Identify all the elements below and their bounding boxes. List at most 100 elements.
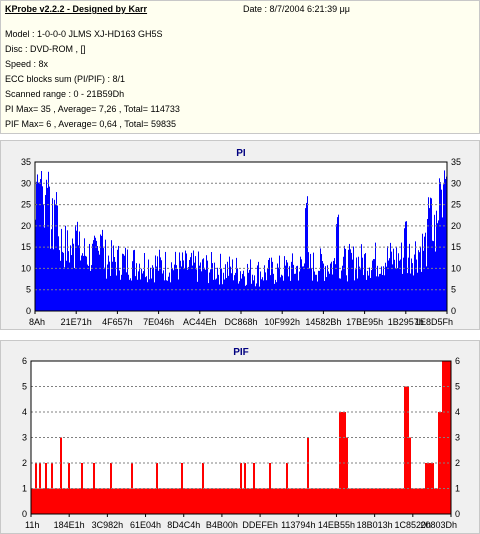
y-tick-label-right: 35 xyxy=(451,157,461,167)
data-bar xyxy=(253,463,254,514)
data-bar xyxy=(66,488,67,514)
data-bar xyxy=(180,488,181,514)
data-bars xyxy=(35,170,447,311)
data-bar xyxy=(311,488,312,514)
data-bar xyxy=(266,488,267,514)
data-bar xyxy=(408,386,409,514)
data-bar xyxy=(66,260,67,311)
data-bar xyxy=(219,284,220,311)
data-bar xyxy=(319,270,320,311)
data-bar xyxy=(416,488,417,514)
data-bar xyxy=(294,488,295,514)
data-bar xyxy=(291,261,292,311)
info-pif-stats: PIF Max= 6 , Average= 0,64 , Total= 5983… xyxy=(5,119,177,129)
data-bar xyxy=(327,265,328,311)
data-bar xyxy=(112,488,113,514)
data-bar xyxy=(252,488,253,514)
x-tick-label: 11h xyxy=(25,520,39,530)
data-bar xyxy=(231,488,232,514)
data-bar xyxy=(268,488,269,514)
x-tick-label: 1E8D5Fh xyxy=(415,317,453,327)
data-bar xyxy=(312,488,313,514)
data-bar xyxy=(387,488,388,514)
data-bar xyxy=(105,239,106,311)
data-bar xyxy=(131,280,132,311)
data-bar xyxy=(397,268,398,311)
data-bar xyxy=(407,273,408,311)
data-bar xyxy=(353,246,354,311)
data-bar xyxy=(235,488,236,514)
data-bar xyxy=(294,273,295,311)
data-bar xyxy=(179,252,180,311)
data-bar xyxy=(213,279,214,311)
data-bar xyxy=(368,275,369,311)
data-bar xyxy=(88,265,89,311)
data-bar xyxy=(212,263,213,311)
data-bar xyxy=(167,280,168,311)
data-bar xyxy=(86,256,87,311)
data-bar xyxy=(186,253,187,311)
data-bar xyxy=(365,488,366,514)
data-bar xyxy=(71,255,72,311)
data-bar xyxy=(386,266,387,311)
data-bar xyxy=(437,223,438,311)
data-bar xyxy=(134,488,135,514)
data-bar xyxy=(332,488,333,514)
data-bar xyxy=(218,488,219,514)
pi-chart-panel: PI 0 0 5 5 10 10 15 15 20 20 25 25 30 30 35 35 8Ah 21E71h 4… xyxy=(0,140,480,330)
data-bar xyxy=(245,463,246,514)
data-bar xyxy=(368,488,369,514)
data-bar xyxy=(392,488,393,514)
data-bar xyxy=(427,218,428,311)
data-bar xyxy=(177,268,178,311)
data-bar xyxy=(421,271,422,311)
data-bar xyxy=(258,261,259,311)
data-bar xyxy=(290,488,291,514)
data-bar xyxy=(369,267,370,311)
data-bar xyxy=(361,244,362,311)
data-bar xyxy=(181,463,182,514)
data-bar xyxy=(159,249,160,311)
data-bar xyxy=(372,260,373,311)
data-bar xyxy=(192,265,193,311)
data-bar xyxy=(269,463,270,514)
data-bar xyxy=(81,255,82,311)
data-bar xyxy=(172,488,173,514)
data-bar xyxy=(260,488,261,514)
data-bar xyxy=(219,488,220,514)
data-bar xyxy=(288,488,289,514)
data-bar xyxy=(141,268,142,311)
data-bar xyxy=(155,255,156,311)
data-bar xyxy=(264,265,265,311)
data-bar xyxy=(314,488,315,514)
data-bar xyxy=(349,243,350,311)
data-bar xyxy=(99,488,100,514)
y-tick-label-left: 0 xyxy=(26,306,31,316)
data-bar xyxy=(425,463,426,514)
data-bar xyxy=(323,263,324,311)
data-bar xyxy=(321,254,322,311)
app-title: KProbe v2.2.2 - Designed by Karr xyxy=(5,4,148,14)
data-bar xyxy=(173,270,174,311)
data-bar xyxy=(63,488,64,514)
data-bar xyxy=(243,270,244,311)
data-bar xyxy=(351,252,352,311)
y-tick-label-right: 10 xyxy=(451,263,461,273)
data-bar xyxy=(118,488,119,514)
data-bar xyxy=(81,463,82,514)
data-bar xyxy=(262,488,263,514)
data-bar xyxy=(257,488,258,514)
data-bar xyxy=(296,488,297,514)
data-bar xyxy=(201,271,202,311)
data-bar xyxy=(290,280,291,311)
y-tick-label-left: 6 xyxy=(22,356,27,366)
data-bar xyxy=(298,488,299,514)
data-bar xyxy=(377,265,378,311)
data-bar xyxy=(133,250,134,311)
data-bar xyxy=(88,488,89,514)
data-bar xyxy=(271,488,272,514)
data-bar xyxy=(444,170,445,311)
data-bar xyxy=(233,280,234,311)
data-bar xyxy=(80,260,81,311)
data-bar xyxy=(208,283,209,311)
